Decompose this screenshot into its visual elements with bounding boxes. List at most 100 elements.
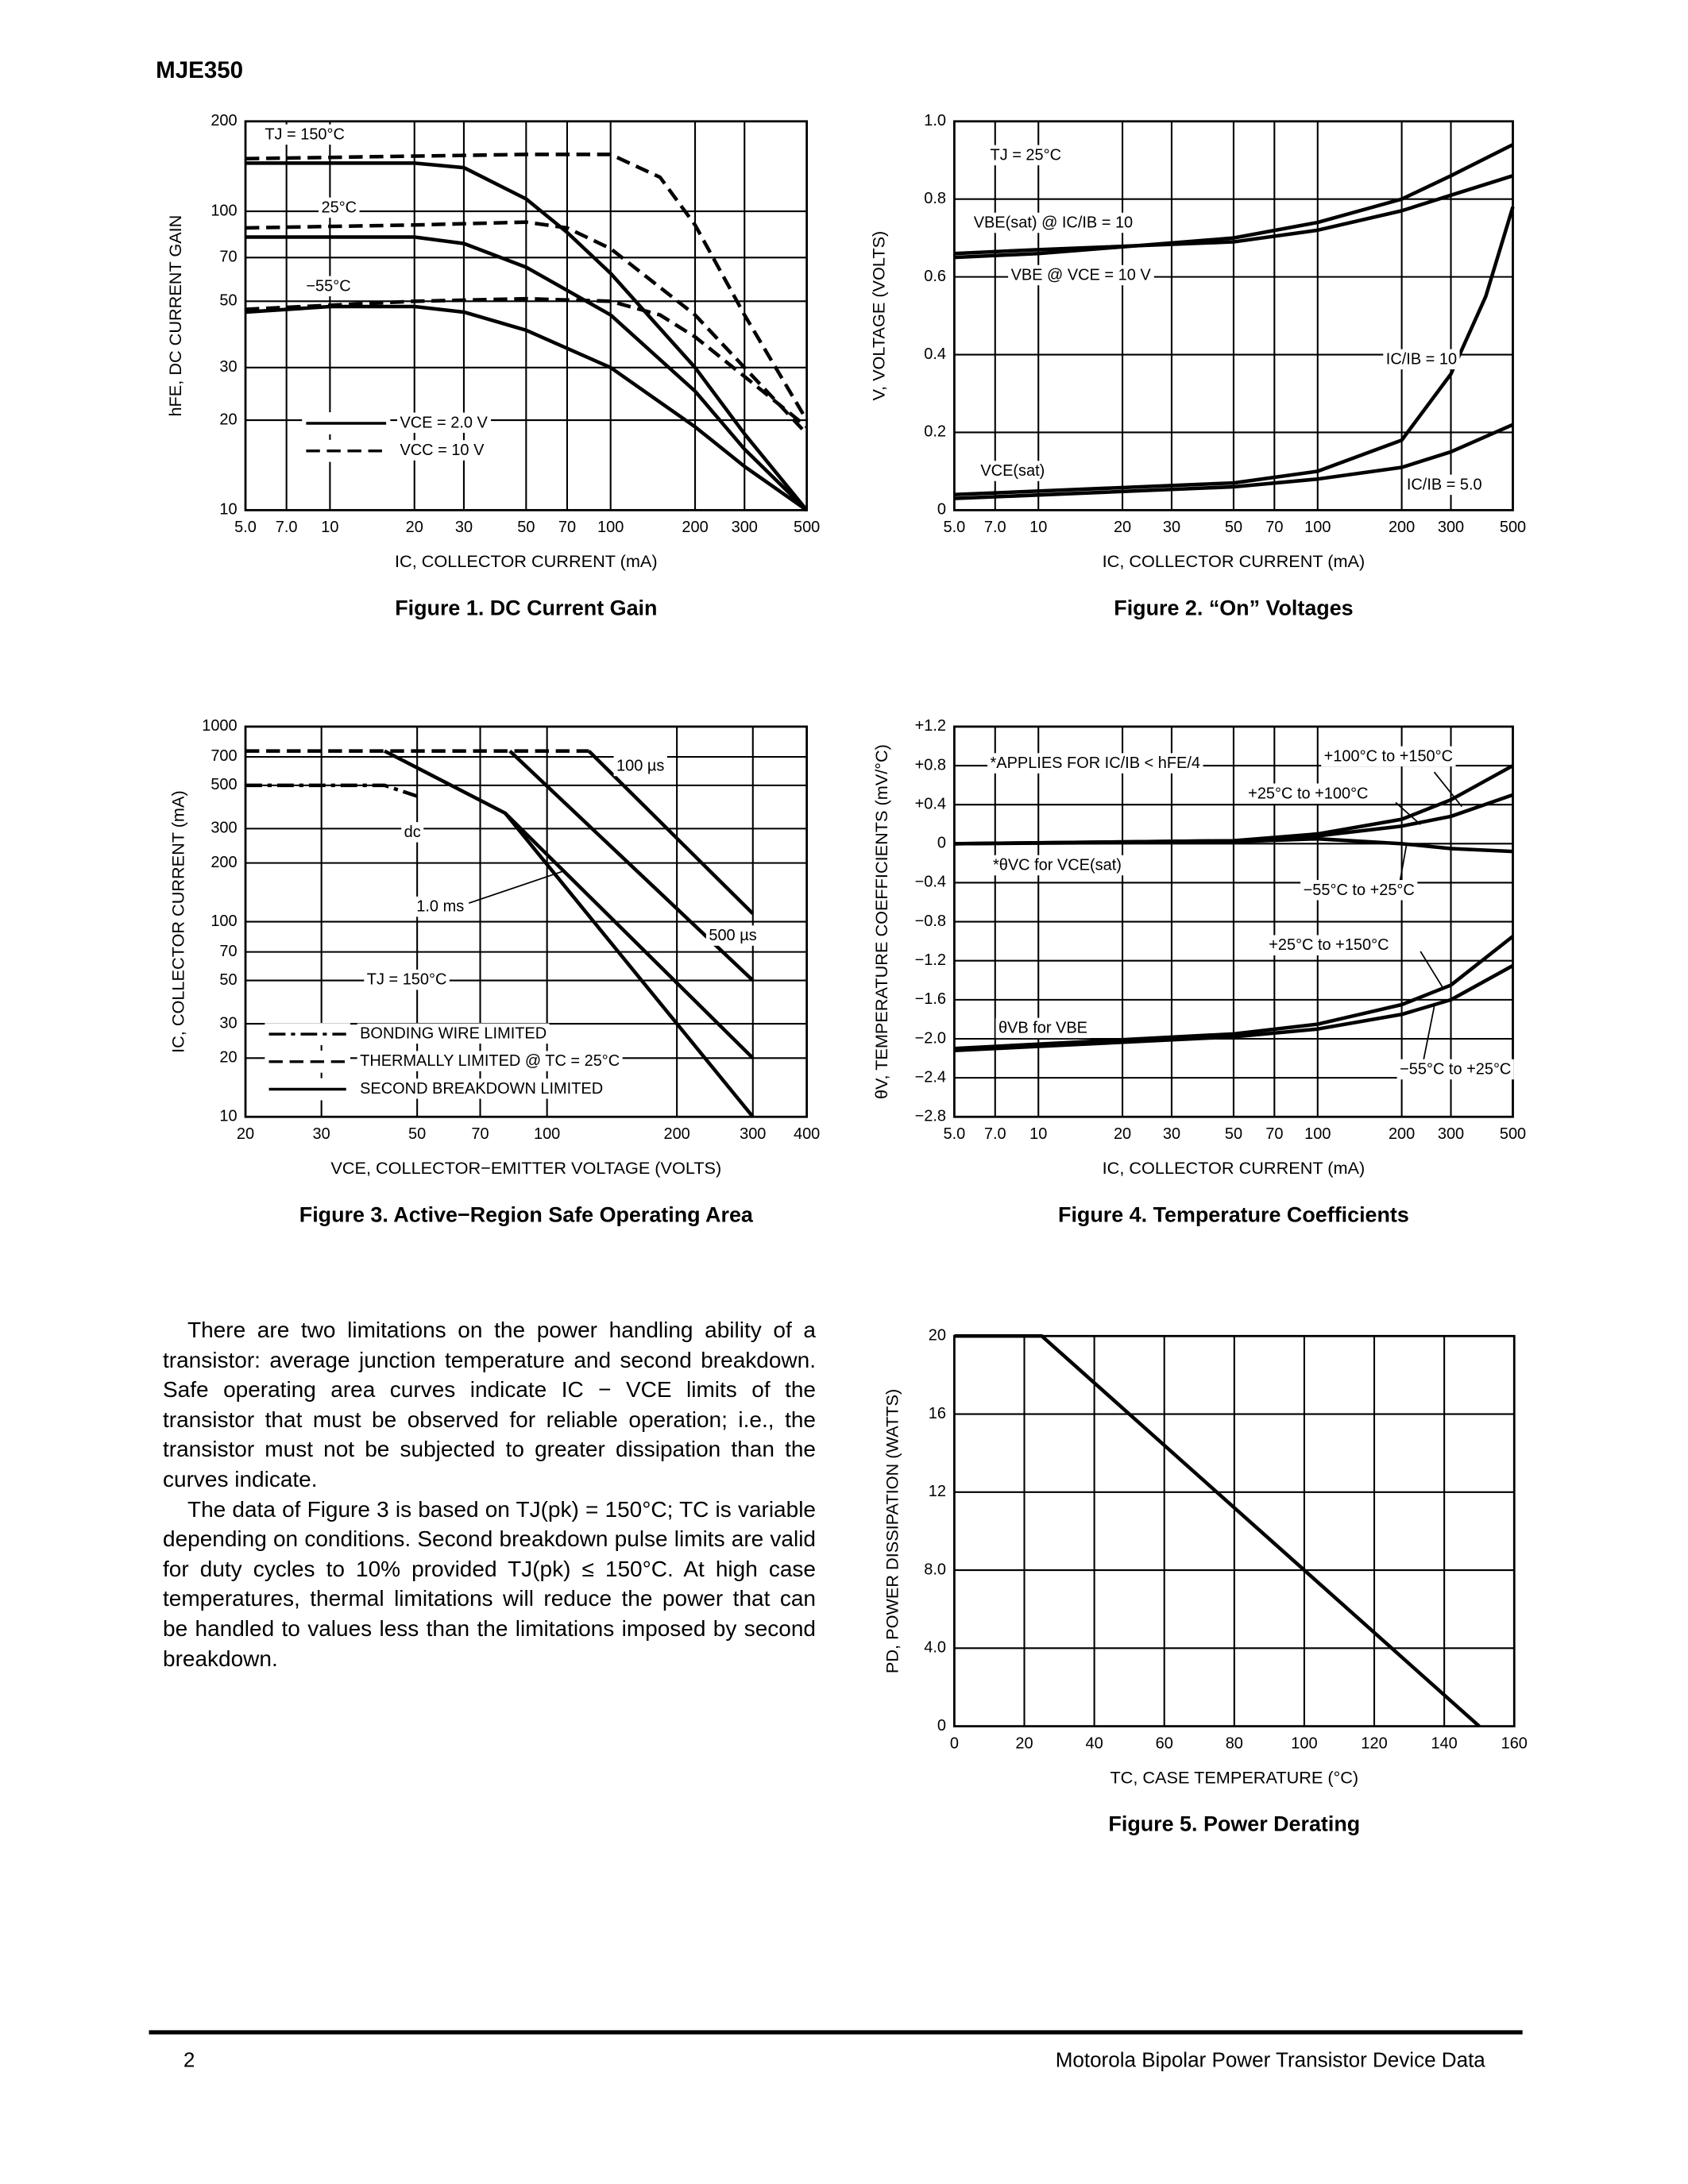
x-tick-label: 200 [682,519,708,536]
x-tick-label: 120 [1361,1734,1387,1752]
legend-label: VCE = 2.0 V [400,414,488,431]
y-tick-label: 0 [937,835,946,852]
paragraph: There are two limitations on the power h… [163,1318,816,1491]
x-tick-label: 200 [663,1125,689,1143]
y-tick-label: 100 [211,913,237,930]
legend-label: VCC = 10 V [400,442,485,459]
annotation: 1.0 ms [416,898,464,916]
y-tick-label: 20 [929,1327,946,1345]
annotation: VBE(sat) @ IC/IB = 10 [974,214,1133,232]
label-background [303,276,354,297]
label-background [401,822,424,843]
curve [245,304,808,512]
curve [245,161,809,511]
curve [954,423,1514,500]
x-tick-label: 200 [1389,1125,1415,1143]
y-tick-label: −2.8 [915,1108,946,1125]
label-background [987,145,1064,166]
y-tick-label: 0 [937,501,946,519]
x-axis-label: IC, COLLECTOR CURRENT (mA) [1103,1158,1365,1178]
label-background [413,896,467,917]
y-tick-label: 0.6 [924,268,946,285]
x-tick-label: 70 [558,519,576,536]
paragraph: The data of Figure 3 is based on TJ(pk) … [163,1496,816,1671]
y-tick-label: 300 [211,820,237,837]
y-tick-label: 70 [219,249,237,266]
x-tick-label: 60 [1156,1734,1173,1752]
label-background [319,197,360,218]
label-background [990,855,1125,876]
annotation-arrow [1395,801,1421,825]
annotation: −55°C to +25°C [1400,1060,1511,1078]
y-tick-label: 4.0 [924,1639,946,1657]
y-axis-label: hFE, DC CURRENT GAIN [165,215,185,417]
x-tick-label: 100 [1304,1125,1331,1143]
x-tick-label: 50 [408,1125,426,1143]
y-tick-label: −1.6 [915,990,946,1008]
x-tick-label: 5.0 [234,519,257,536]
x-axis-label: IC, COLLECTOR CURRENT (mA) [1103,551,1365,571]
y-tick-label: 70 [219,943,237,960]
part-number: MJE350 [156,57,243,83]
curve [245,783,418,798]
figure-caption: Figure 3. Active−Region Safe Operating A… [299,1202,754,1226]
label-background [1396,1059,1514,1080]
y-axis-label: θV, TEMPERATURE COEFFICIENTS (mV/°C) [871,744,891,1099]
x-tick-label: 100 [534,1125,560,1143]
y-tick-label: 30 [219,358,237,376]
x-tick-label: 100 [1304,519,1331,536]
annotation-arrow [1399,843,1408,883]
x-tick-label: 70 [1265,519,1283,536]
x-tick-label: 500 [794,519,820,536]
label-background [995,1017,1091,1039]
x-tick-label: 10 [1029,519,1047,536]
y-tick-label: +1.2 [915,717,946,735]
annotation: 100 µs [616,758,664,775]
x-tick-label: 5.0 [944,519,966,536]
label-background [1265,935,1392,955]
label-background [364,969,450,990]
plot-frame [953,725,1514,1118]
x-axis-label: TC, CASE TEMPERATURE (°C) [1110,1767,1358,1787]
x-tick-label: 500 [1500,1125,1526,1143]
x-tick-label: 100 [1291,1734,1317,1752]
y-tick-label: −1.2 [915,951,946,969]
x-tick-label: 50 [1225,519,1242,536]
plot-frame [244,120,809,511]
plot-frame [244,725,809,1118]
y-tick-label: −0.4 [915,874,946,891]
curve [383,749,755,1118]
legend-label: SECOND BREAKDOWN LIMITED [360,1080,603,1098]
y-tick-label: 10 [219,1108,237,1125]
x-tick-label: 20 [1114,519,1131,536]
annotation: +25°C to +100°C [1248,785,1368,802]
y-tick-label: 1000 [202,717,237,735]
annotation: TJ = 150°C [367,971,447,989]
x-tick-label: 500 [1500,519,1526,536]
x-tick-label: 300 [1438,519,1464,536]
chart: 5.0 7.0 10 20 30 50 70 100 200 300 500 −2.8 −2.4 −2.0… [871,717,1526,1226]
curve [245,296,809,429]
y-tick-label: −2.0 [915,1029,946,1047]
x-tick-label: 300 [1438,1125,1464,1143]
y-tick-label: 200 [211,112,237,129]
annotation: 25°C [322,199,357,216]
y-tick-label: 20 [219,1049,237,1067]
curve [954,143,1514,260]
label-background [613,755,667,777]
chart: 5.0 7.0 10 20 30 50 70 100 200 300 500 10 20 30 50 70 10… [165,112,820,619]
x-tick-label: 7.0 [984,1125,1006,1143]
x-tick-label: 400 [794,1125,820,1143]
y-axis-label: IC, COLLECTOR CURRENT (mA) [168,790,187,1053]
x-tick-label: 50 [517,519,535,536]
x-tick-label: 30 [313,1125,330,1143]
y-tick-label: 20 [219,411,237,428]
annotation: IC/IB = 5.0 [1407,476,1482,493]
label-background [261,124,348,145]
figure-caption: Figure 5. Power Derating [1108,1812,1360,1836]
annotation: −55°C [306,277,350,295]
annotation: *θVC for VCE(sat) [993,857,1122,874]
curve [954,836,1513,854]
x-tick-label: 20 [1114,1125,1131,1143]
x-tick-label: 160 [1501,1734,1528,1752]
